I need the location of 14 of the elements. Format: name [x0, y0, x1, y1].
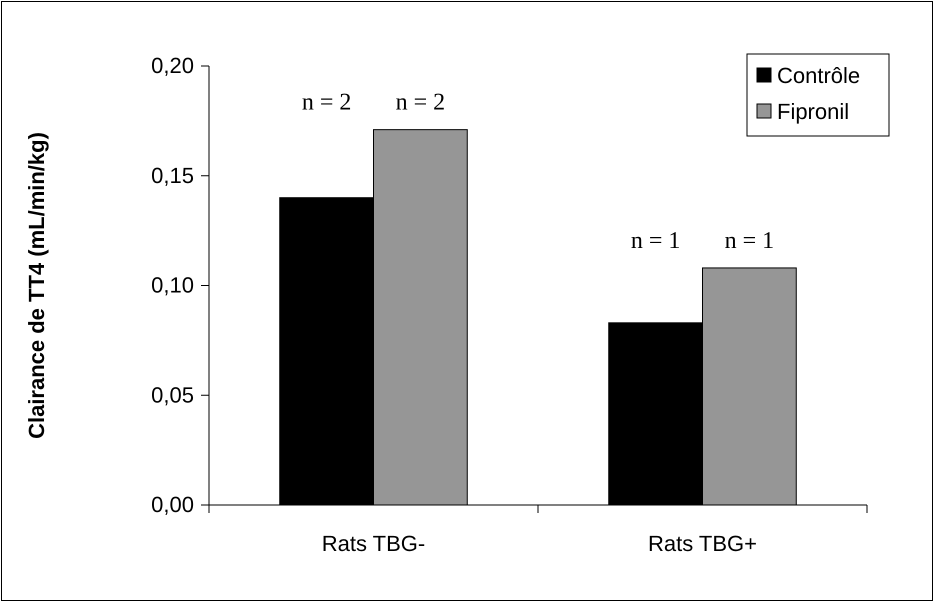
y-axis-title: Clairance de TT4 (mL/min/kg) [24, 132, 49, 439]
x-tick-label: Rats TBG- [322, 531, 426, 556]
y-tick-label: 0,15 [151, 162, 194, 188]
x-tick-label: Rats TBG+ [648, 531, 758, 556]
y-tick-label: 0,00 [151, 492, 194, 518]
annotation: n = 2 [302, 90, 352, 116]
y-tick-label: 0,10 [151, 272, 194, 298]
annotation: n = 1 [630, 228, 680, 254]
y-tick-label: 0,05 [151, 382, 194, 408]
annotation: n = 1 [724, 228, 774, 254]
annotation: n = 2 [396, 90, 446, 116]
legend-label: Fipronil [777, 99, 850, 124]
y-tick-label: 0,20 [151, 53, 194, 78]
legend-label: Contrôle [777, 63, 860, 88]
